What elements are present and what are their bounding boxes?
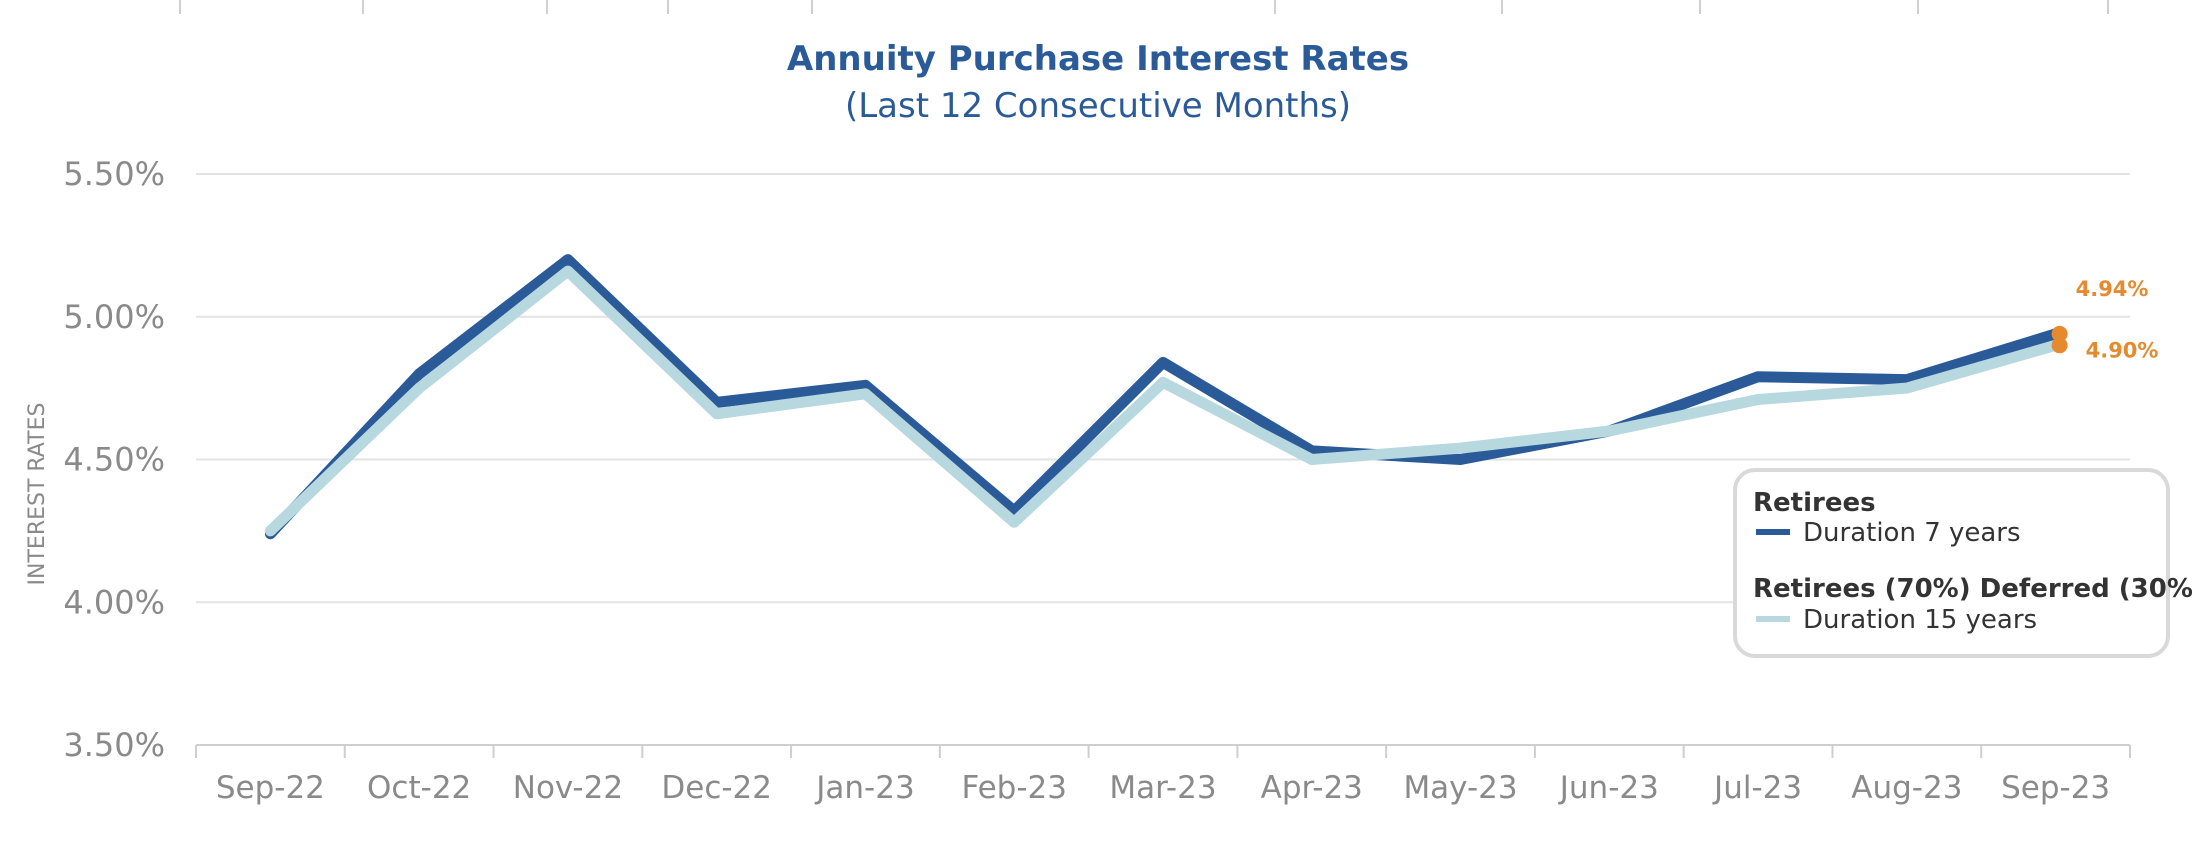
x-tick-label: Dec-22 bbox=[661, 770, 772, 806]
legend-label-duration-15: Duration 15 years bbox=[1803, 605, 2037, 635]
legend-group-title-deferred: Retirees (70%) Deferred (30%) bbox=[1753, 574, 2192, 604]
series-layer bbox=[264, 254, 2062, 540]
x-tick-label: Oct-22 bbox=[367, 770, 471, 806]
end-markers: 4.94% 4.90% bbox=[2051, 277, 2159, 362]
y-axis-label: INTEREST RATES bbox=[25, 403, 50, 586]
x-tick-label: Nov-22 bbox=[513, 770, 623, 806]
end-marker-duration-15 bbox=[2051, 337, 2068, 354]
x-tick-label: Sep-23 bbox=[2001, 770, 2110, 806]
gridlines bbox=[196, 173, 2130, 746]
y-tick-label: 4.50% bbox=[63, 441, 165, 479]
x-tick-label: Feb-23 bbox=[961, 770, 1067, 806]
x-tick-label: May-23 bbox=[1403, 770, 1517, 806]
y-tick-label: 5.00% bbox=[63, 298, 165, 336]
series-line-duration-15 bbox=[264, 265, 2062, 537]
legend: Retirees Duration 7 years Retirees (70%)… bbox=[1733, 468, 2192, 658]
legend-group-title-retirees: Retirees bbox=[1753, 488, 1876, 518]
end-marker-duration-7 bbox=[2051, 325, 2068, 342]
x-tick-label: Aug-23 bbox=[1851, 770, 1962, 806]
x-tick-label: Jan-23 bbox=[814, 770, 914, 806]
x-tick-label: Sep-22 bbox=[216, 770, 325, 806]
top-axis-ticks bbox=[179, 0, 2109, 14]
y-axis-ticks: 3.50% 4.00% 4.50% 5.00% 5.50% bbox=[63, 155, 165, 764]
legend-box bbox=[1733, 468, 2170, 658]
end-value-label: 4.90% bbox=[2086, 338, 2159, 362]
legend-label-duration-7: Duration 7 years bbox=[1803, 518, 2021, 548]
y-tick-label: 3.50% bbox=[63, 726, 165, 764]
x-tick-label: Apr-23 bbox=[1261, 770, 1363, 806]
chart-title: Annuity Purchase Interest Rates bbox=[787, 39, 1409, 79]
y-tick-label: 4.00% bbox=[63, 583, 165, 621]
x-tick-label: Jul-23 bbox=[1712, 770, 1802, 806]
chart-subtitle: (Last 12 Consecutive Months) bbox=[845, 86, 1351, 126]
x-tick-label: Jun-23 bbox=[1558, 770, 1659, 806]
y-tick-label: 5.50% bbox=[63, 155, 165, 193]
series-line-duration-7 bbox=[264, 254, 2062, 540]
x-axis: Sep-22 Oct-22 Nov-22 Dec-22 Jan-23 Feb-23 Mar-… bbox=[195, 745, 2131, 806]
end-value-label: 4.94% bbox=[2076, 277, 2149, 301]
x-tick-label: Mar-23 bbox=[1109, 770, 1216, 806]
